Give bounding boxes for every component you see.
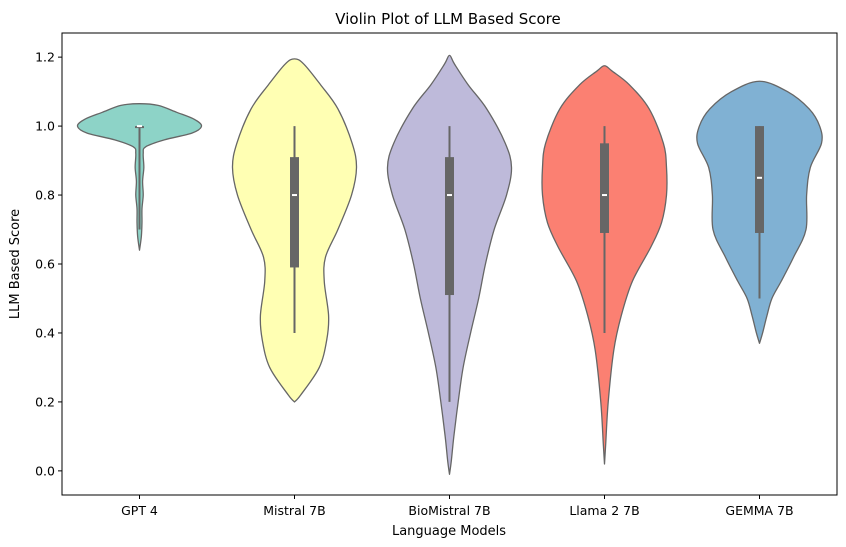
iqr-box	[290, 157, 299, 268]
y-tick-label: 0.4	[35, 325, 55, 340]
y-axis: 0.0 0.2 0.4 0.6 0.8 1.0 1.2	[35, 50, 62, 478]
x-axis: GPT 4 Mistral 7B BioMistral 7B Llama 2 7B GE…	[121, 495, 794, 518]
violin-gpt-4	[76, 103, 203, 251]
violin-llama-2-7b	[541, 65, 668, 465]
y-tick-label: 0.2	[35, 394, 55, 409]
chart-title: Violin Plot of LLM Based Score	[335, 10, 560, 28]
iqr-box	[600, 143, 609, 233]
iqr-box	[755, 126, 764, 233]
x-tick-label: Llama 2 7B	[569, 503, 639, 518]
y-tick-label: 0.6	[35, 257, 55, 272]
violin-series-group	[76, 54, 823, 475]
violin-gemma-7b	[696, 80, 823, 344]
y-tick-label: 0.8	[35, 188, 55, 203]
iqr-box	[445, 157, 454, 296]
y-tick-label: 0.0	[35, 463, 55, 478]
violin-mistral-7b	[231, 58, 358, 403]
y-tick-label: 1.0	[35, 119, 55, 134]
x-tick-label: GEMMA 7B	[725, 503, 793, 518]
x-axis-label: Language Models	[392, 524, 506, 539]
y-tick-label: 1.2	[35, 50, 55, 65]
x-tick-label: Mistral 7B	[263, 503, 325, 518]
x-tick-label: GPT 4	[121, 503, 158, 518]
y-axis-label: LLM Based Score	[8, 209, 23, 319]
violin-biomistral-7b	[386, 54, 513, 475]
x-tick-label: BioMistral 7B	[408, 503, 490, 518]
